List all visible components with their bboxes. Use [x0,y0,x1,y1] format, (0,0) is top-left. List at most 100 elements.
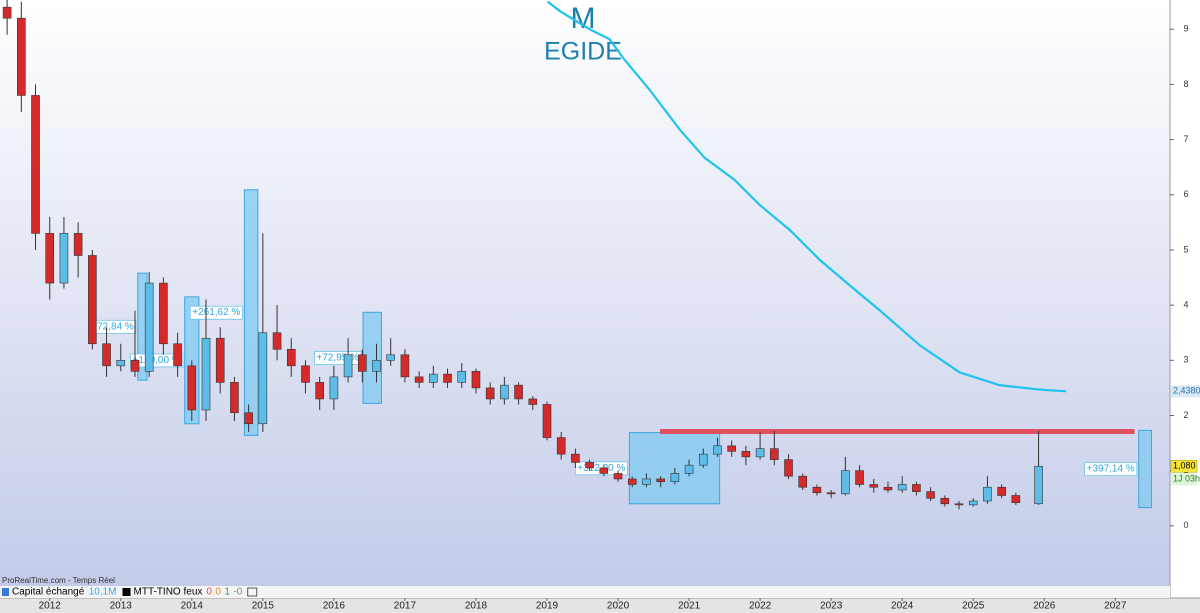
candle-body [414,376,424,383]
chart-subtitle: EGIDE [544,38,622,66]
ma-price-box [1171,385,1200,398]
candle-body [670,473,680,483]
candle-body [400,354,410,378]
x-tick-label: 2022 [749,601,772,612]
indicator-settings[interactable] [247,587,258,597]
indicator-icon [122,588,131,596]
plot-background [0,0,1170,586]
candle-body [897,484,907,491]
candle-body [698,453,708,466]
indicator-value: -0 [233,587,242,598]
y-tick-label: 5 [1183,244,1188,254]
y-tick-label: 0 [1183,520,1188,530]
percent-label: +72,95 % [316,352,359,363]
candle-body [997,486,1006,496]
ma-price-label: 2,4380 [1173,386,1200,396]
candle-body [798,475,808,488]
y-axis-background [1170,0,1200,598]
candle-body [784,459,793,477]
candle-body [542,404,552,438]
candle-body [372,360,381,372]
candle-body [755,448,765,458]
candle-body [841,470,850,495]
candle-body [45,233,55,284]
candle-body [144,282,154,372]
highlight-zone [628,432,721,505]
candle-body [315,382,324,400]
candle-body [613,473,623,480]
moving-average [547,0,1067,393]
candle-body [443,373,452,383]
candle-body [73,233,83,256]
candle-body [741,451,751,458]
percent-label: +397,14 % [1087,464,1135,475]
x-tick-label: 2027 [1104,601,1127,612]
indicator-strip [0,586,1170,598]
x-tick-label: 2025 [962,601,985,612]
indicator-icon [2,588,9,596]
x-tick-label: 2023 [820,601,843,612]
candle-body [770,448,779,460]
candle-body [684,464,694,474]
candle-body [457,371,467,383]
candle-body [514,384,523,400]
candle-body [429,373,438,383]
candle-body [713,445,722,455]
x-tick-label: 2015 [252,601,275,612]
y-tick-label: 4 [1183,300,1188,310]
candle-body [954,503,964,506]
candle-body [599,467,609,474]
indicator-value: 10,1M [89,587,117,598]
candle-body [343,354,353,378]
candle-body [2,6,12,19]
candle-body [869,484,879,488]
candle-body [187,365,197,411]
candle-body [1011,495,1021,503]
candle-body [912,484,921,492]
candle-body [258,332,268,425]
y-tick-label: 9 [1183,24,1188,34]
candle-body [571,453,580,463]
x-tick-label: 2020 [607,601,630,612]
x-tick-label: 2024 [891,601,914,612]
y-tick-label: 3 [1183,355,1188,365]
candle-body [201,337,211,411]
x-tick-label: 2016 [323,601,346,612]
candle-body [585,462,594,469]
percent-label-box [130,353,184,368]
candle-body [59,233,69,284]
candle-body [642,478,651,485]
indicator-name: MTT-TINO feux [134,587,203,598]
candle-body [556,437,566,455]
candle-body [102,343,111,367]
candle-body [244,412,253,425]
x-tick-label: 2018 [465,601,488,612]
candle-body [173,343,182,367]
x-tick-label: 2026 [1033,601,1056,612]
candle-body [386,354,396,361]
percent-label: +120,00 % [133,355,181,366]
candle-body [116,360,126,367]
candle-body [286,348,296,367]
candle-body [1034,465,1043,505]
countdown-label: 1J 03h [1173,474,1200,484]
indicator-value: 0 [215,587,221,598]
candle-body [500,384,509,400]
candle-body [31,95,40,234]
x-tick-label: 2021 [678,601,701,612]
candle-body [215,337,225,383]
candle-body [301,365,310,383]
indicator-name: Capital échangé [12,587,85,598]
percent-label-box [189,305,243,320]
candle-body [826,492,836,495]
candle-body [855,470,864,485]
candle-body [940,497,950,505]
x-tick-label: 2019 [536,601,559,612]
candle-body [812,486,822,494]
source: ProRealTime.com - Temps Réel [2,576,115,585]
candle-body [656,478,665,483]
y-tick-label: 2 [1183,410,1188,420]
x-tick-label: 2014 [181,601,204,612]
candle-body [88,255,97,345]
candle-body [727,445,736,452]
